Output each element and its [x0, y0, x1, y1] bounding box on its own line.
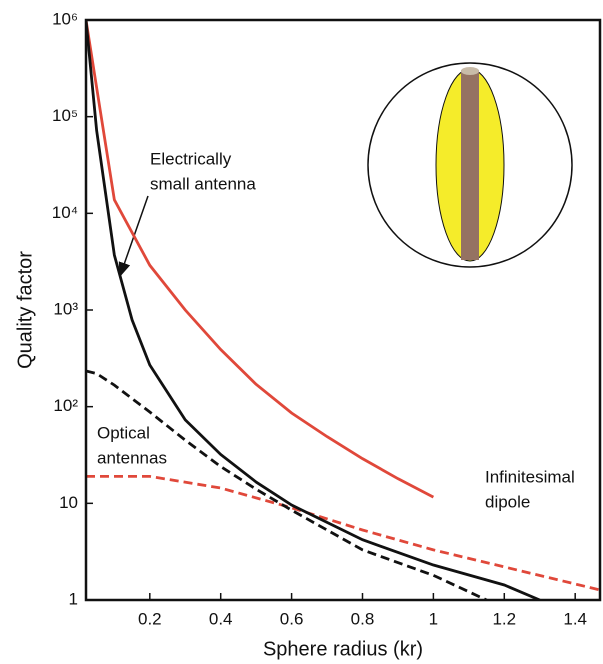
annotation: Optical [97, 423, 150, 442]
y-tick-label: 10 [59, 493, 78, 512]
x-tick-label: 0.2 [138, 609, 162, 628]
annotation: Electrically [150, 149, 232, 168]
y-tick-label: 10⁴ [52, 203, 78, 222]
x-tick-label: 1.2 [492, 609, 516, 628]
y-tick-label: 10⁶ [52, 9, 78, 28]
line [86, 20, 435, 499]
y-tick-label: 1 [69, 589, 78, 608]
annotation: Infinitesimal [485, 467, 575, 486]
line [86, 474, 600, 592]
antenna-illustration [367, 62, 573, 268]
y-axis-label: Quality factor [14, 251, 36, 369]
y-tick-label: 10³ [53, 299, 78, 318]
x-tick-label: 0.4 [209, 609, 233, 628]
x-axis-label: Sphere radius (kr) [263, 638, 423, 660]
y-tick-label: 10² [53, 396, 78, 415]
x-tick-label: 1.4 [563, 609, 587, 628]
x-tick-label: 0.8 [351, 609, 375, 628]
annotation: small antenna [150, 174, 256, 193]
plot-frame [84, 18, 602, 602]
annotation: antennas [97, 448, 167, 467]
x-tick-label: 0.6 [280, 609, 304, 628]
annotation: dipole [485, 492, 530, 511]
x-tick-label: 1 [429, 609, 438, 628]
line [86, 369, 488, 600]
y-tick-label: 10⁵ [52, 106, 78, 125]
plot-area [86, 20, 600, 600]
line [86, 20, 541, 600]
